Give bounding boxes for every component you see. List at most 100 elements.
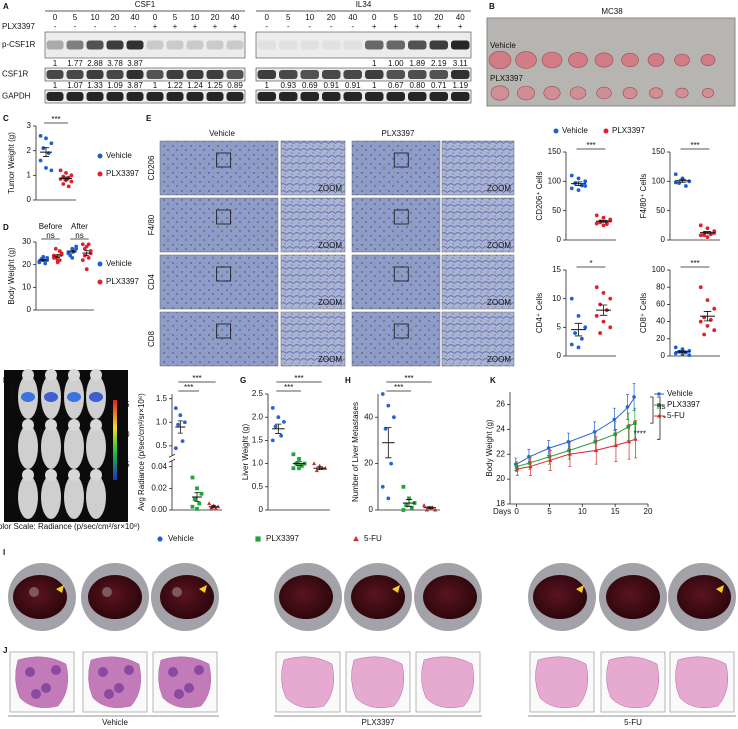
blot-band — [386, 70, 405, 79]
tumor — [701, 88, 715, 98]
series-point — [593, 439, 598, 444]
sem-bar — [405, 499, 413, 507]
dose-label: 5 — [173, 13, 178, 22]
data-point — [712, 306, 717, 311]
series-line — [516, 396, 636, 465]
legend-marker — [97, 153, 103, 159]
data-point — [69, 173, 74, 178]
data-point — [601, 291, 606, 295]
tumor-nodule — [168, 667, 178, 677]
blot-band — [206, 92, 224, 101]
sig-label: *** — [394, 383, 403, 392]
data-point — [190, 504, 195, 509]
data-point — [297, 457, 301, 461]
data-point — [178, 413, 183, 418]
data-point — [74, 246, 79, 251]
data-point — [57, 249, 62, 253]
y-tick-label: 20 — [22, 260, 31, 269]
data-point — [576, 188, 581, 193]
data-point — [604, 222, 609, 227]
y-tick-label: 10 — [22, 282, 31, 291]
legend-marker — [353, 535, 359, 542]
mouse — [41, 425, 61, 469]
row-label: PLX3397 — [7, 428, 16, 461]
data-point — [176, 422, 180, 427]
y-tick-label: 0 — [557, 351, 562, 360]
tumor — [569, 86, 587, 100]
he-section — [88, 656, 141, 708]
data-point — [270, 438, 275, 443]
dose-label: 0 — [372, 13, 377, 22]
liver — [606, 575, 660, 619]
tumor-nodule — [98, 667, 108, 677]
sig-label: *** — [51, 115, 60, 124]
tumor-nodule — [25, 667, 35, 677]
tumor-nodule — [184, 683, 194, 693]
mouse — [18, 475, 38, 519]
data-point — [213, 506, 219, 511]
he-section — [15, 656, 68, 708]
blot-band — [46, 70, 64, 79]
y-tick-label: 22 — [496, 449, 505, 458]
data-point — [380, 392, 385, 396]
legend-marker — [97, 171, 103, 177]
sig-label: ns — [657, 402, 665, 411]
legend-marker — [657, 403, 661, 407]
legend-label: Vehicle — [667, 389, 693, 398]
photo-title: MC38 — [601, 7, 623, 16]
column-header: PLX3397 — [382, 129, 415, 138]
tumor-nodule — [104, 689, 114, 699]
blot-band — [66, 70, 84, 79]
y-tick-label: 20 — [656, 334, 665, 343]
quant-value: 1 — [372, 81, 377, 90]
data-point — [82, 246, 87, 251]
sem-bar — [84, 250, 89, 256]
data-point — [49, 141, 54, 146]
data-point — [680, 352, 685, 357]
sem-bar — [211, 505, 217, 509]
zoom-label: ZOOM — [487, 184, 511, 193]
data-point — [58, 168, 63, 173]
treatment-sign: - — [351, 22, 354, 31]
blot-band — [166, 92, 184, 101]
sig-label: *** — [586, 141, 595, 150]
data-point — [64, 170, 68, 175]
ihc-image — [351, 197, 441, 253]
ihc-image — [159, 311, 279, 367]
zoom-image — [280, 197, 346, 253]
data-point — [601, 319, 606, 324]
data-point — [273, 424, 278, 429]
dose-label: 10 — [191, 13, 200, 22]
dose-label: 40 — [131, 13, 140, 22]
sig-label: *** — [184, 383, 193, 392]
data-point — [86, 242, 91, 247]
blot-band — [451, 40, 470, 50]
series-line — [516, 438, 636, 470]
data-point — [389, 461, 394, 466]
panel-label: J — [3, 646, 7, 655]
treatment-sign: + — [153, 22, 158, 31]
blot-band — [126, 92, 144, 101]
zoom-label: ZOOM — [487, 241, 511, 250]
data-point — [576, 345, 581, 350]
zoom-box — [216, 266, 232, 282]
sem-bar — [70, 249, 75, 254]
data-point — [409, 505, 414, 510]
mouse-head — [90, 469, 102, 481]
blot-band — [86, 70, 104, 79]
data-point — [601, 223, 606, 228]
data-point — [404, 503, 409, 508]
data-point — [195, 486, 199, 491]
treatment-sign: - — [330, 22, 333, 31]
quant-value: 1 — [265, 81, 270, 90]
y-axis-title: Body Weight (g) — [485, 419, 494, 477]
data-point — [61, 174, 66, 179]
legend-label: PLX3397 — [106, 277, 139, 286]
x-axis-title: Days — [493, 507, 511, 516]
quant-value: 1 — [372, 59, 377, 68]
x-tick-label: 20 — [644, 507, 653, 516]
treatment-sign: + — [415, 22, 420, 31]
legend-label: Vehicle — [562, 126, 588, 135]
panel-label: E — [146, 114, 152, 123]
blot-band — [226, 92, 244, 101]
